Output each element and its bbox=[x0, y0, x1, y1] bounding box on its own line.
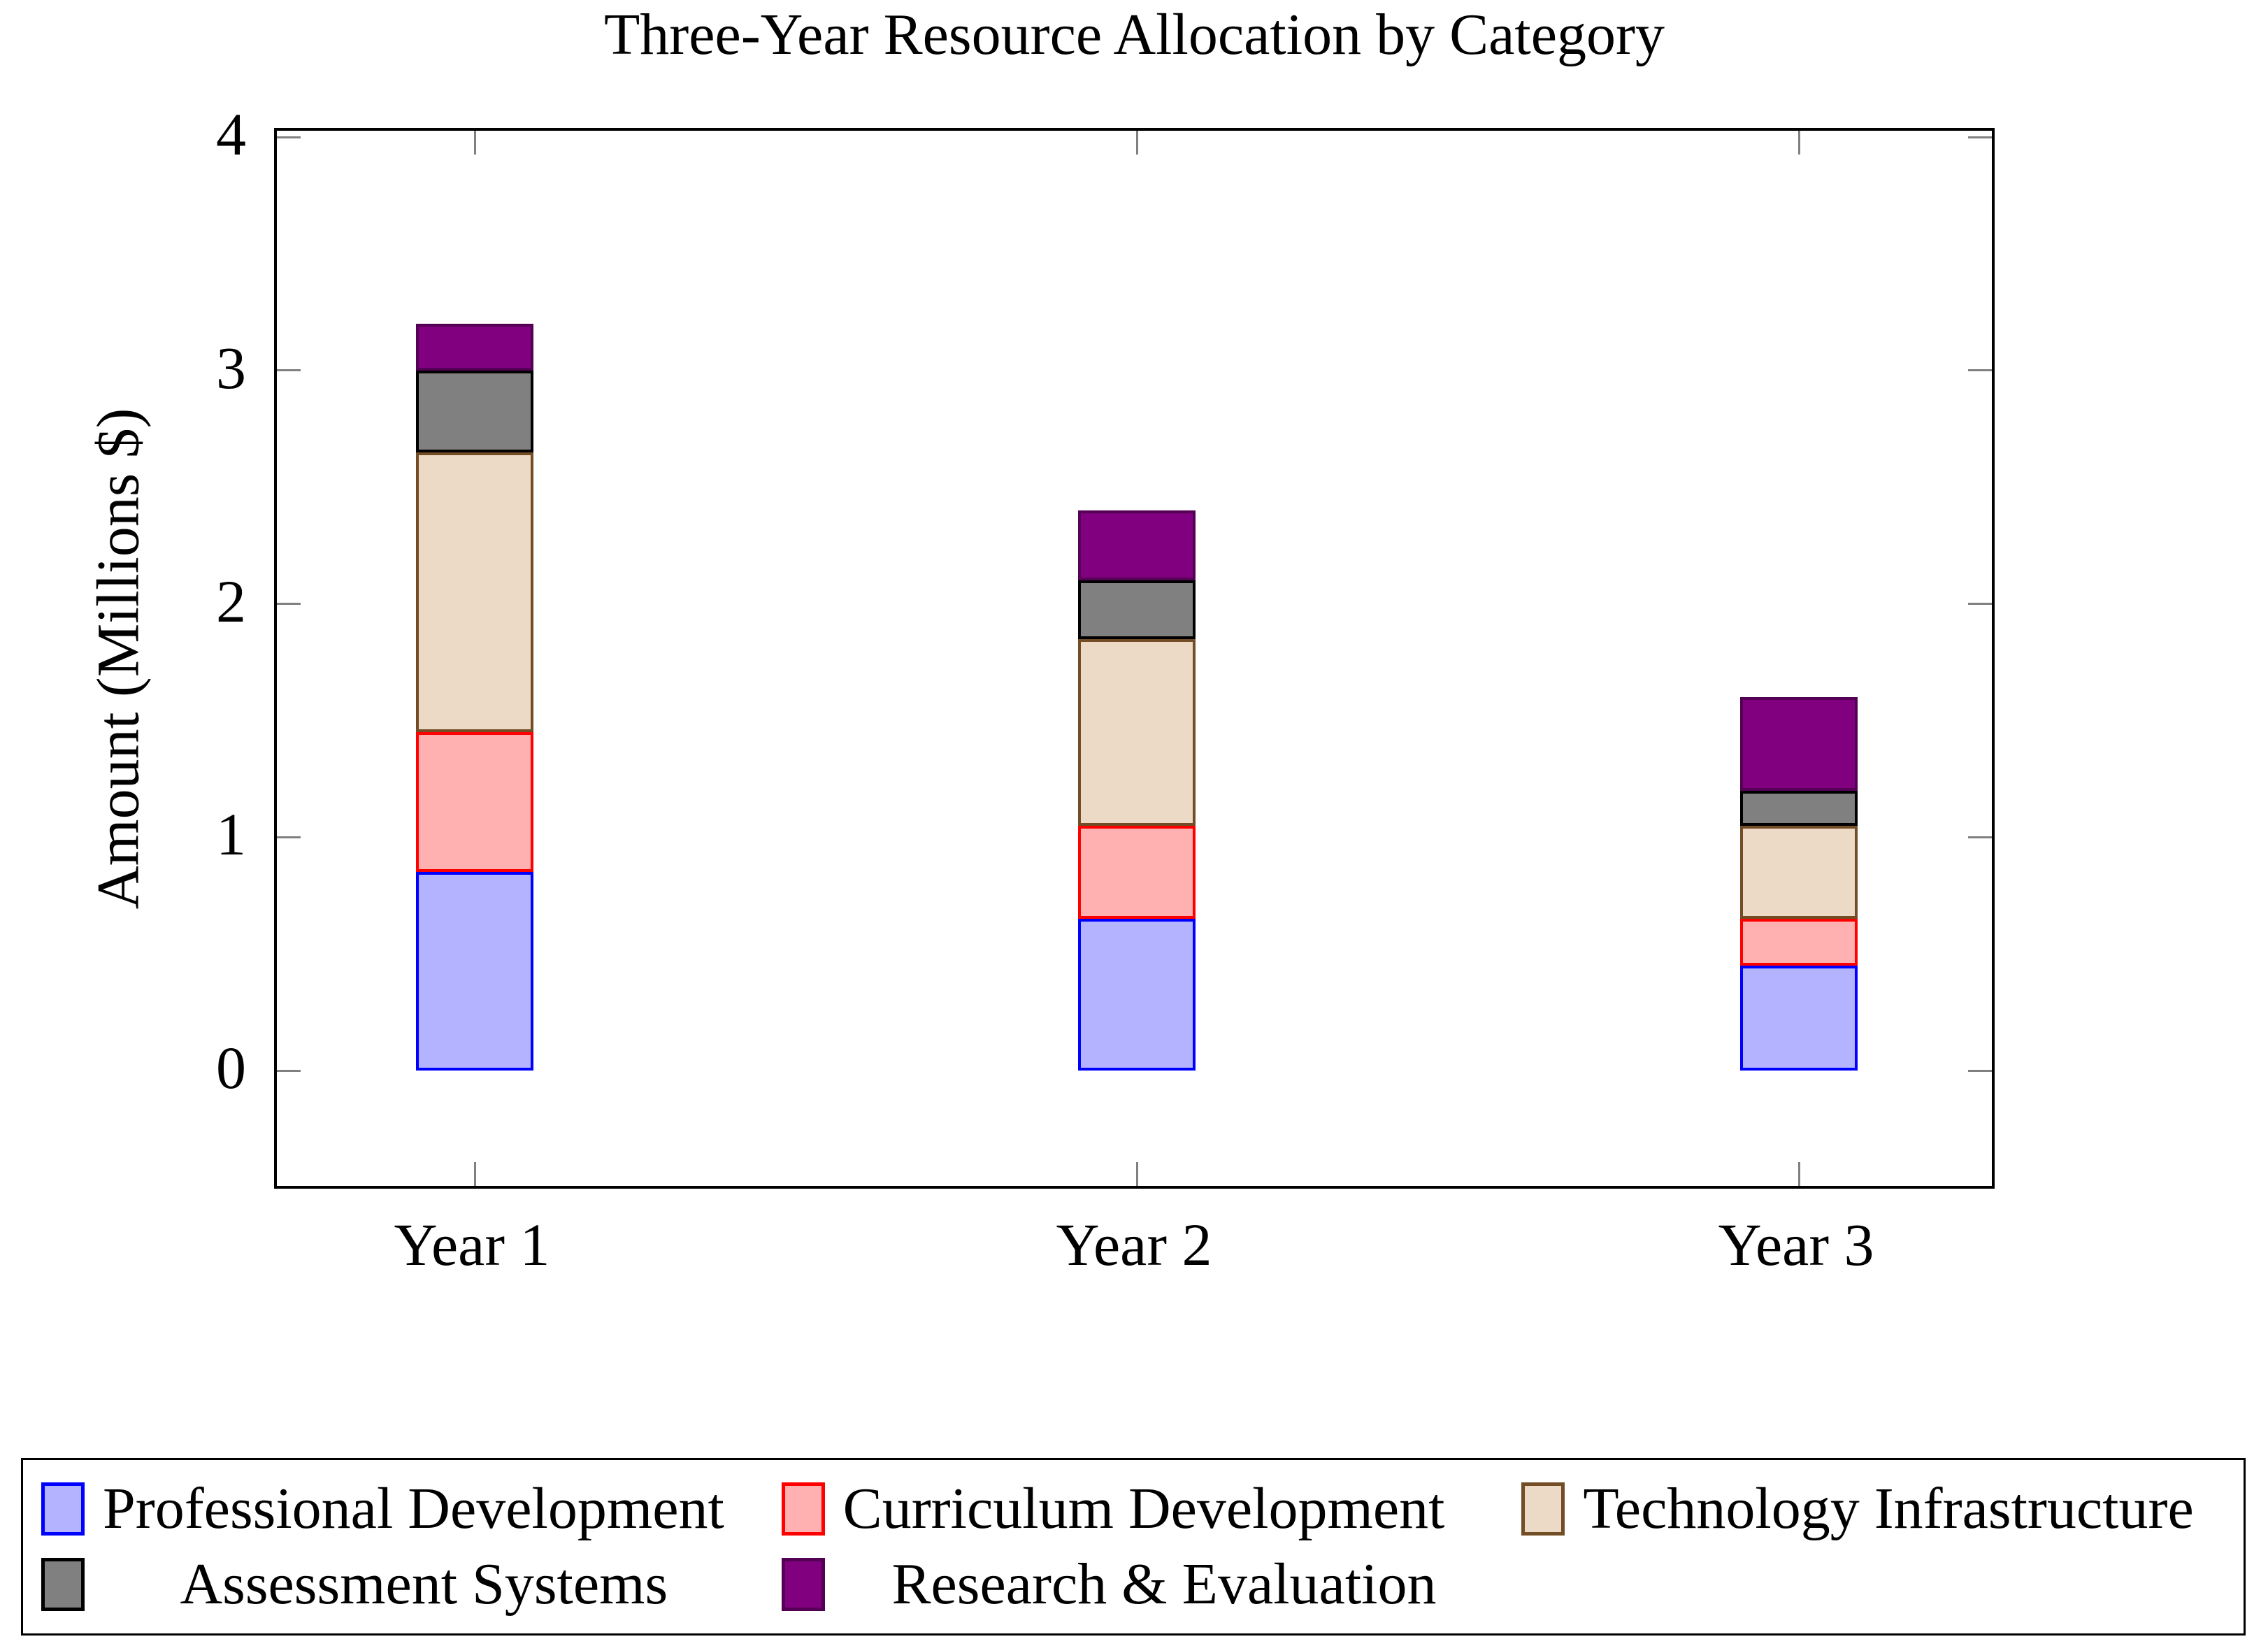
legend-row: Professional Development Curriculum Devel… bbox=[23, 1475, 2244, 1541]
x-tick bbox=[473, 131, 476, 155]
legend-swatch bbox=[781, 1482, 825, 1536]
legend-label: Curriculum Development bbox=[842, 1475, 1445, 1541]
plot-area bbox=[274, 128, 1995, 1189]
y-tick bbox=[1968, 836, 1992, 838]
chart-title: Three-Year Resource Allocation by Catego… bbox=[603, 2, 1665, 67]
x-tick-label: Year 3 bbox=[1718, 1211, 1874, 1278]
legend-swatch bbox=[41, 1558, 85, 1612]
legend-swatch bbox=[41, 1482, 85, 1536]
legend-label: Assessment Systems bbox=[180, 1551, 668, 1617]
legend-item: Curriculum Development bbox=[763, 1475, 1504, 1541]
bar-segment bbox=[1078, 638, 1196, 826]
y-tick-label: 1 bbox=[216, 801, 246, 868]
legend-label: Research & Evaluation bbox=[891, 1551, 1437, 1617]
y-tick-label: 2 bbox=[216, 567, 246, 635]
bar-segment bbox=[1740, 965, 1858, 1071]
legend-swatch bbox=[781, 1558, 825, 1612]
bar-segment bbox=[1078, 510, 1196, 581]
bar-segment bbox=[416, 370, 533, 452]
bar-segment bbox=[416, 872, 533, 1071]
bar-segment bbox=[1078, 825, 1196, 919]
bar-segment bbox=[1740, 790, 1858, 826]
y-tick bbox=[277, 369, 301, 372]
legend-item: Research & Evaluation bbox=[763, 1551, 1504, 1617]
y-tick bbox=[277, 1069, 301, 1072]
legend: Professional Development Curriculum Devel… bbox=[21, 1458, 2246, 1636]
bar-segment bbox=[1740, 919, 1858, 966]
x-tick bbox=[473, 1162, 476, 1186]
x-tick bbox=[1135, 1162, 1138, 1186]
x-tick bbox=[1797, 1162, 1800, 1186]
legend-row: Assessment Systems Research & Evaluation bbox=[23, 1551, 2244, 1617]
x-tick-label: Year 1 bbox=[394, 1211, 550, 1278]
y-tick-label: 0 bbox=[216, 1034, 246, 1101]
bar-segment bbox=[1078, 919, 1196, 1071]
legend-item: Professional Development bbox=[23, 1475, 763, 1541]
y-tick bbox=[1968, 136, 1992, 138]
y-tick bbox=[277, 136, 301, 138]
bar-segment bbox=[416, 324, 533, 371]
legend-label: Technology Infrastructure bbox=[1583, 1475, 2194, 1541]
x-tick bbox=[1797, 131, 1800, 155]
x-tick bbox=[1135, 131, 1138, 155]
y-tick-label: 4 bbox=[216, 101, 246, 168]
y-tick bbox=[1968, 603, 1992, 605]
bar-segment bbox=[416, 452, 533, 733]
legend-spacer bbox=[1503, 1554, 2244, 1615]
bar-segment bbox=[1740, 697, 1858, 791]
y-tick bbox=[1968, 369, 1992, 372]
legend-swatch bbox=[1521, 1482, 1565, 1536]
y-tick-label: 3 bbox=[216, 334, 246, 401]
y-tick bbox=[277, 836, 301, 838]
legend-label: Professional Development bbox=[103, 1475, 724, 1541]
legend-item: Technology Infrastructure bbox=[1503, 1475, 2244, 1541]
y-tick bbox=[1968, 1069, 1992, 1072]
bar-segment bbox=[1078, 580, 1196, 639]
bar-segment bbox=[416, 732, 533, 873]
bar-segment bbox=[1740, 825, 1858, 919]
legend-item: Assessment Systems bbox=[23, 1551, 763, 1617]
y-tick bbox=[277, 603, 301, 605]
x-tick-label: Year 2 bbox=[1056, 1211, 1212, 1278]
